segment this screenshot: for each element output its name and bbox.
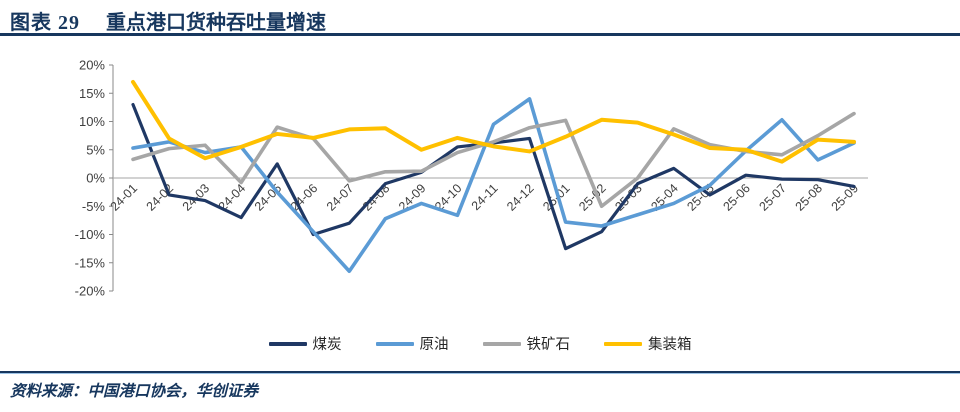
- figure-label: 图表 29: [10, 12, 80, 34]
- legend-label-container: 集装箱: [648, 337, 692, 353]
- chart-area: 20% 15% 10% 5% 0% -5% -10% -15% -20% 24-01 24-02 24…: [0, 55, 960, 305]
- y-tick-label: 5%: [86, 142, 105, 157]
- y-tick-label: 10%: [79, 114, 105, 129]
- legend-label-crude-oil: 原油: [419, 337, 449, 353]
- x-tick-label: 25-08: [793, 181, 826, 214]
- legend-label-iron-ore: 铁矿石: [526, 337, 571, 353]
- legend-item-container: 集装箱: [604, 333, 692, 354]
- source-rule: [0, 371, 960, 373]
- legend-swatch-iron-ore: [482, 341, 521, 346]
- figure-header: 图表 29 重点港口货种吞吐量增速: [10, 6, 326, 35]
- legend-swatch-crude-oil: [375, 341, 414, 346]
- x-tick-label: 24-08: [360, 181, 393, 214]
- y-tick-label: -5%: [82, 199, 106, 214]
- source-text: 资料来源：中国港口协会，华创证券: [10, 383, 259, 400]
- legend-item-iron-ore: 铁矿石: [482, 333, 571, 354]
- x-tick-label: 24-12: [504, 181, 537, 214]
- source-rule-accent: [0, 373, 960, 374]
- y-tick-label: -15%: [75, 255, 106, 270]
- title-rule: [0, 33, 960, 36]
- series-line-container: [131, 79, 856, 164]
- figure-title: 重点港口货种吞吐量增速: [106, 12, 326, 34]
- legend-swatch-coal: [268, 341, 307, 346]
- x-tick-label: 24-07: [324, 181, 357, 214]
- y-tick-label: 15%: [79, 86, 105, 101]
- legend-item-coal: 煤炭: [268, 333, 342, 354]
- x-tick-label: 24-05: [252, 181, 285, 214]
- x-tick-label: 24-01: [108, 181, 141, 214]
- x-tick-label: 24-11: [469, 181, 501, 213]
- x-tick-label: 25-07: [757, 181, 790, 214]
- y-tick-label: -20%: [75, 284, 106, 299]
- legend-swatch-container: [604, 341, 642, 346]
- throughput-line-chart: 20% 15% 10% 5% 0% -5% -10% -15% -20% 24-01 24-02 24…: [75, 58, 868, 299]
- legend-item-crude-oil: 原油: [375, 333, 449, 354]
- y-tick-label: -10%: [75, 227, 106, 242]
- legend-label-coal: 煤炭: [312, 337, 342, 353]
- y-tick-label: 0%: [86, 171, 105, 186]
- y-tick-label: 20%: [79, 58, 105, 73]
- chart-legend: 煤炭 原油 铁矿石 集装箱: [0, 333, 960, 354]
- x-tick-label: 24-02: [144, 181, 177, 214]
